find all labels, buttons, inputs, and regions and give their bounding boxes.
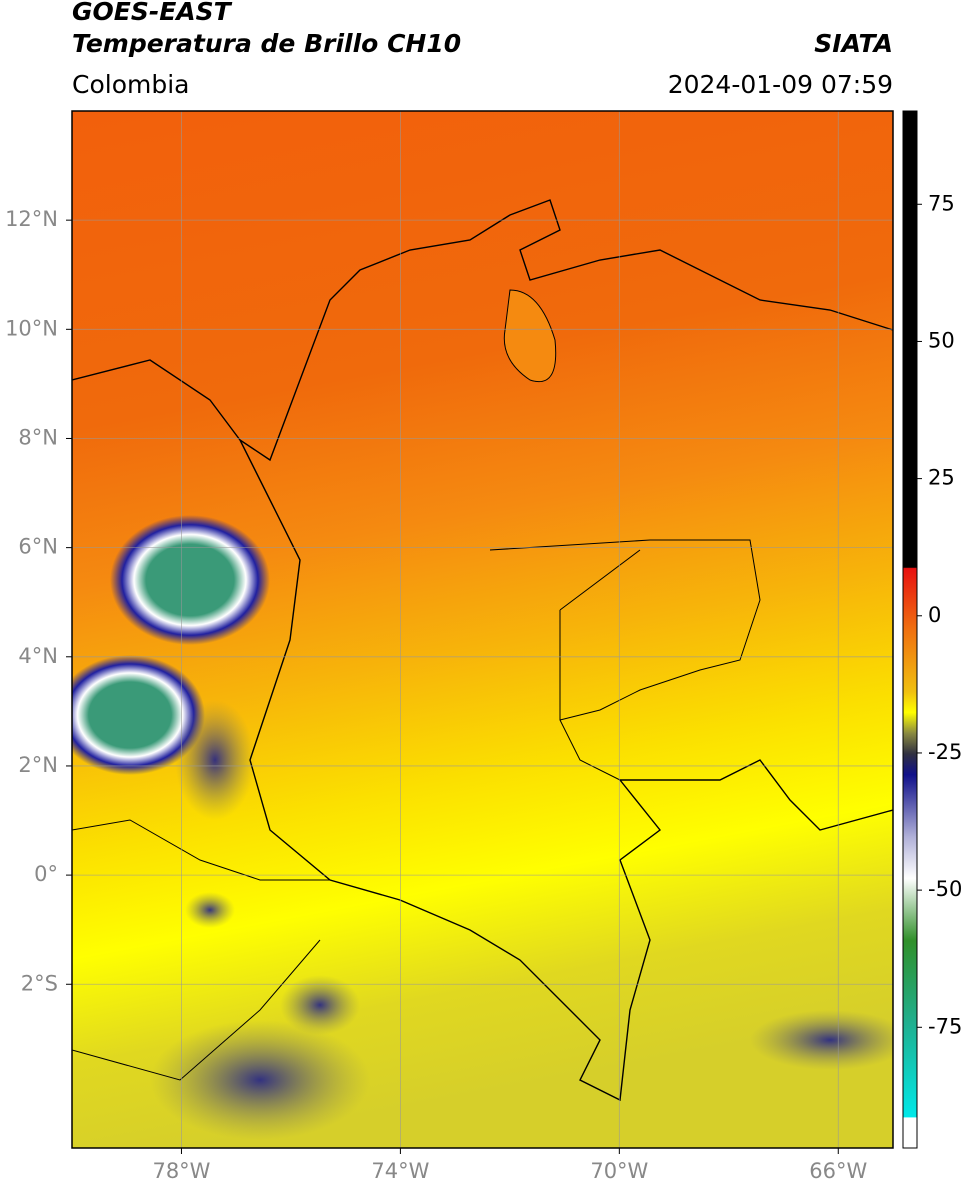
y-tick-label: 4°N	[18, 644, 58, 668]
x-tick-label: 70°W	[590, 1159, 648, 1183]
colorbar-label: -25	[928, 740, 962, 764]
y-tick-label: 12°N	[5, 207, 58, 231]
colorbar-label: -50	[928, 877, 962, 901]
title: GOES-EAST	[72, 0, 233, 26]
y-tick-label: 8°N	[18, 425, 58, 449]
colorbar	[902, 110, 918, 1149]
x-tick-label: 78°W	[152, 1159, 210, 1183]
x-tick-label: 74°W	[371, 1159, 429, 1183]
datetime: 2024-01-09 07:59	[668, 70, 893, 99]
colorbar-label: 50	[928, 328, 955, 352]
region: Colombia	[72, 70, 189, 99]
y-tick-label: 0°	[34, 862, 58, 886]
satellite-image	[72, 111, 893, 1148]
y-tick-label: 10°N	[5, 316, 58, 340]
colorbar-label: -75	[928, 1014, 962, 1038]
y-tick-label: 2°S	[21, 971, 58, 995]
y-tick-label: 2°N	[18, 753, 58, 777]
colorbar-label: 0	[928, 603, 941, 627]
colorbar-label: 75	[928, 191, 955, 215]
map-frame	[71, 110, 894, 1149]
y-tick-label: 6°N	[18, 535, 58, 559]
source: SIATA	[814, 29, 893, 58]
colorbar-label: 25	[928, 466, 955, 490]
subtitle: Temperatura de Brillo CH10	[72, 29, 461, 58]
x-tick-label: 66°W	[809, 1159, 867, 1183]
